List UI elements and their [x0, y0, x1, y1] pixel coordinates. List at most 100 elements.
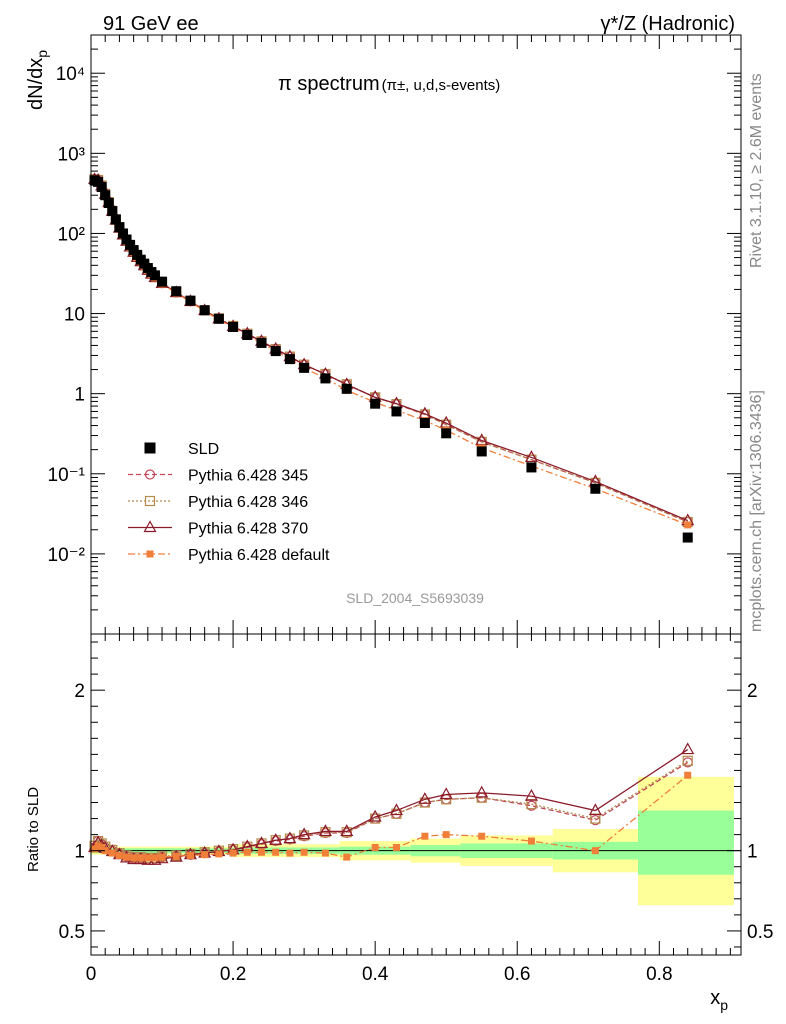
xlabel: xp — [710, 987, 728, 1013]
y-tick-label: 10³ — [58, 144, 85, 165]
data-point — [94, 842, 102, 850]
data-point — [108, 849, 116, 857]
header-right: γ*/Z (Hadronic) — [601, 13, 735, 35]
data-point — [527, 837, 535, 845]
data-point — [476, 446, 487, 457]
data-point — [389, 803, 403, 816]
legend: SLD Pythia 6.428 345 Pythia 6.428 346 Pythi… — [128, 441, 330, 564]
data-point — [320, 373, 331, 384]
data-point — [130, 854, 138, 862]
band-inner — [637, 810, 734, 875]
data-point — [682, 532, 693, 543]
y-tick-label: 10⁻¹ — [48, 465, 86, 486]
data-point — [137, 854, 145, 862]
bottom-ylabel: Ratio to SLD — [25, 787, 42, 872]
data-point — [475, 785, 489, 798]
x-tick-label: 0 — [86, 964, 97, 985]
data-point — [340, 824, 354, 837]
data-point — [115, 851, 123, 859]
data-point — [257, 848, 265, 856]
data-point — [110, 214, 121, 225]
data-point — [100, 190, 111, 201]
y-tick-label-right: 0.5 — [747, 922, 773, 943]
data-point — [103, 197, 114, 208]
data-point — [172, 852, 180, 860]
data-point — [93, 176, 104, 187]
data-point — [229, 849, 237, 857]
x-tick-label: 0.6 — [504, 964, 530, 985]
data-point — [343, 853, 351, 861]
x-tick-label: 0.8 — [646, 964, 672, 985]
series-line — [94, 178, 688, 523]
top-plot: 10⁻² 10⁻¹ 1 10 10² 10³ 10⁴ — [48, 34, 742, 635]
data-point — [524, 450, 538, 463]
data-point — [439, 787, 453, 800]
xlabel-main: x — [710, 987, 720, 1009]
data-point — [149, 270, 160, 281]
series-line — [94, 179, 688, 526]
data-point — [254, 836, 269, 849]
data-point — [256, 337, 267, 348]
y-tick-label: 10 — [64, 305, 85, 326]
data-point — [215, 850, 223, 858]
top-ylabel: dN/dxp — [25, 50, 50, 110]
main-title-text: π spectrum — [278, 73, 380, 95]
x-tick-label: 0.4 — [362, 964, 389, 985]
data-point — [392, 843, 400, 851]
y-tick-label: 2 — [74, 681, 85, 702]
data-point — [299, 362, 310, 373]
data-point — [286, 849, 294, 857]
legend-label: Pythia 6.428 370 — [188, 521, 308, 538]
data-point — [213, 313, 224, 324]
data-point — [421, 832, 429, 840]
data-point — [186, 851, 194, 859]
main-title-sub: (π±, u,d,s-events) — [382, 77, 501, 94]
data-point — [269, 832, 283, 845]
data-point — [419, 418, 430, 429]
data-point — [297, 827, 311, 840]
data-point — [101, 847, 109, 855]
data-point — [98, 843, 106, 851]
legend-label: SLD — [188, 441, 219, 458]
data-point — [158, 853, 166, 861]
data-point — [591, 847, 599, 855]
data-point — [151, 854, 159, 862]
y-tick-label: 10⁴ — [56, 64, 85, 85]
data-point — [684, 771, 692, 779]
data-point — [418, 792, 432, 804]
main-title: π spectrum (π±, u,d,s-events) — [278, 73, 500, 95]
data-point — [300, 848, 308, 856]
data-point — [144, 854, 152, 862]
y-tick-label: 1 — [74, 842, 85, 863]
data-point — [318, 824, 332, 837]
top-ylabel-main: dN/dx — [25, 58, 47, 110]
y-tick-label: 10² — [58, 224, 85, 245]
data-point — [526, 462, 537, 473]
data-point — [185, 295, 196, 306]
data-point — [270, 346, 281, 357]
data-point — [272, 848, 280, 856]
data-point — [341, 827, 352, 838]
top-ylabel-sub: p — [34, 50, 50, 58]
data-point — [682, 755, 693, 766]
data-point — [391, 406, 402, 417]
y-tick-label: 10⁻² — [48, 545, 86, 566]
data-point — [442, 831, 450, 839]
data-point — [123, 853, 131, 861]
data-point — [228, 321, 239, 332]
legend-label: Pythia 6.428 346 — [188, 494, 308, 511]
top-frame — [90, 34, 742, 635]
y-tick-label-right: 2 — [747, 681, 758, 702]
data-point — [96, 181, 107, 192]
mcplots-label: mcplots.cern.ch [arXiv:1306.3436] — [748, 390, 765, 632]
bottom-frame — [90, 633, 742, 956]
data-point — [157, 276, 168, 287]
data-point — [146, 550, 154, 558]
data-point — [478, 832, 486, 840]
series-line — [94, 178, 688, 522]
data-point — [370, 398, 381, 409]
data-point — [243, 848, 251, 856]
analysis-tag: SLD_2004_S5693039 — [346, 590, 484, 606]
data-point — [117, 228, 128, 239]
